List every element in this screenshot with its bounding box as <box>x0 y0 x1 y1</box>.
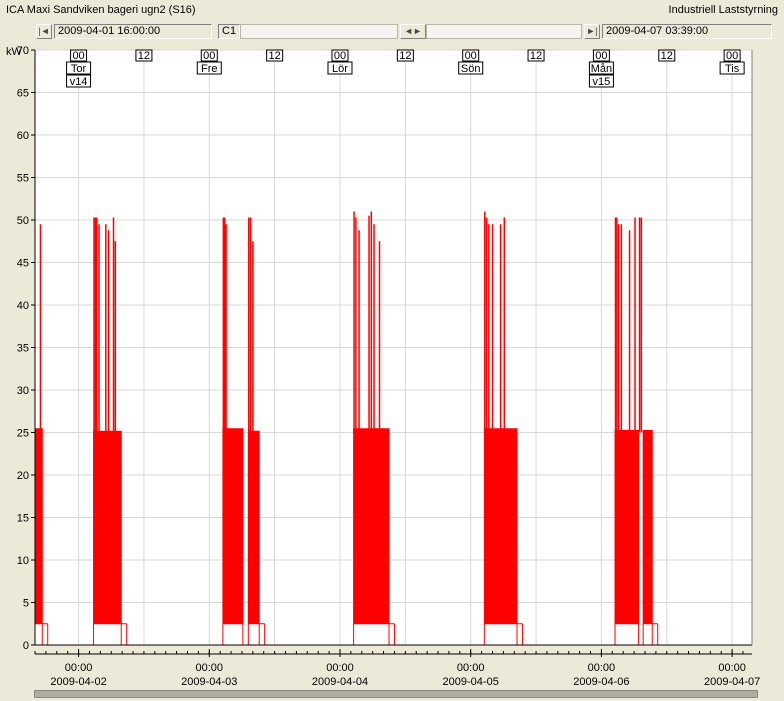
load-band <box>93 430 122 624</box>
y-tick-label: 35 <box>17 343 29 355</box>
y-tick-label: 25 <box>17 428 29 440</box>
hour-marker-label: 12 <box>138 50 150 62</box>
y-tick-label: 40 <box>17 300 29 312</box>
week-marker-label: v15 <box>593 76 611 88</box>
x-tick-date: 2009-04-06 <box>573 676 629 688</box>
y-tick-label: 30 <box>17 385 29 397</box>
week-marker-box <box>588 74 614 88</box>
y-tick-label: 20 <box>17 470 29 482</box>
hour-marker-label: 12 <box>661 50 673 62</box>
y-tick-label: 70 <box>17 45 29 57</box>
series-kw <box>34 211 659 645</box>
hour-marker-label: 00 <box>203 50 215 62</box>
x-tick-date: 2009-04-07 <box>704 676 760 688</box>
day-marker-label: Fre <box>201 63 218 75</box>
axes: 0 5 10 15 20 25 30 35 40 45 50 55 60 65 70 00:00 2009-04… <box>17 45 761 688</box>
hour-marker-box <box>462 49 480 62</box>
x-tick-time: 00:00 <box>457 662 485 674</box>
day-marker-label: Tis <box>725 63 740 75</box>
day-marker-label: Sön <box>461 63 481 75</box>
hour-marker-label: 12 <box>399 50 411 62</box>
hour-marker-box <box>527 49 545 62</box>
load-chart: 0 5 10 15 20 25 30 35 40 45 50 55 60 65 70 00:00 2009-04… <box>6 45 761 688</box>
y-tick-label: 5 <box>23 598 29 610</box>
y-tick-label: 10 <box>17 555 29 567</box>
y-tick-label: 0 <box>23 640 29 652</box>
skip-first-icon[interactable]: |◄ <box>36 24 52 39</box>
hour-marker-box <box>135 49 153 62</box>
hour-marker-box <box>723 49 741 62</box>
week-marker-label: v14 <box>70 76 88 88</box>
hour-marker-label: 12 <box>269 50 281 62</box>
x-tick-time: 00:00 <box>718 662 746 674</box>
load-band <box>484 428 517 624</box>
y-tick-label: 60 <box>17 130 29 142</box>
load-band <box>615 429 639 624</box>
skip-last-icon[interactable]: ►| <box>584 24 600 39</box>
y-tick-label: 45 <box>17 258 29 270</box>
scroll-track-right[interactable] <box>426 24 582 39</box>
x-tick-time: 00:00 <box>588 662 616 674</box>
x-tick-time: 00:00 <box>65 662 93 674</box>
window-title: ICA Maxi Sandviken bageri ugn2 (S16) <box>6 4 196 16</box>
load-band <box>643 429 653 624</box>
day-marker-box <box>196 61 222 75</box>
day-marker-box <box>588 61 614 75</box>
x-tick-date: 2009-04-04 <box>312 676 368 688</box>
hour-marker-box <box>266 49 284 62</box>
load-band <box>353 428 390 624</box>
week-marker-box <box>66 74 92 88</box>
hour-marker-box <box>70 49 88 62</box>
hour-marker-box <box>592 49 610 62</box>
gridlines <box>35 49 752 645</box>
y-tick-label: 55 <box>17 173 29 185</box>
load-band <box>248 430 260 624</box>
day-marker-box <box>458 61 484 75</box>
day-marker-box <box>66 61 92 75</box>
y-tick-label: 50 <box>17 215 29 227</box>
y-tick-label: 15 <box>17 513 29 525</box>
day-marker-box <box>719 61 745 75</box>
scroll-track-left[interactable] <box>240 24 398 39</box>
load-band <box>222 428 243 624</box>
hour-marker-box <box>200 49 218 62</box>
start-time-field[interactable]: 2009-04-01 16:00:00 <box>54 24 212 39</box>
navigation-bar: |◄ 2009-04-01 16:00:00 C1 ◄► ►| 2009-04-… <box>0 23 784 42</box>
pan-left-right-icon[interactable]: ◄► <box>400 24 426 39</box>
day-marker-label: Lör <box>332 63 348 75</box>
horizontal-scrollbar[interactable] <box>34 690 758 698</box>
channel-field[interactable]: C1 <box>218 24 240 39</box>
brand-label: Industriell Laststyrning <box>668 4 778 16</box>
hour-marker-box <box>658 49 676 62</box>
y-axis-label: kW <box>6 46 23 58</box>
end-time-field[interactable]: 2009-04-07 03:39:00 <box>602 24 772 39</box>
x-tick-time: 00:00 <box>196 662 224 674</box>
day-marker-label: Tor <box>71 63 87 75</box>
hour-marker-label: 00 <box>726 50 738 62</box>
x-tick-date: 2009-04-03 <box>181 676 237 688</box>
hour-marker-label: 00 <box>334 50 346 62</box>
hour-marker-label: 00 <box>72 50 84 62</box>
hour-marker-label: 00 <box>465 50 477 62</box>
day-marker-box <box>327 61 353 75</box>
hour-marker-box <box>396 49 414 62</box>
load-band <box>35 428 43 624</box>
x-tick-time: 00:00 <box>326 662 354 674</box>
x-tick-date: 2009-04-02 <box>50 676 106 688</box>
hour-marker-box <box>331 49 349 62</box>
y-tick-label: 65 <box>17 88 29 100</box>
x-tick-date: 2009-04-05 <box>443 676 499 688</box>
day-marker-label: Mån <box>591 63 612 75</box>
title-bar: ICA Maxi Sandviken bageri ugn2 (S16) Ind… <box>0 0 784 20</box>
hour-marker-label: 00 <box>595 50 607 62</box>
hour-marker-label: 12 <box>530 50 542 62</box>
